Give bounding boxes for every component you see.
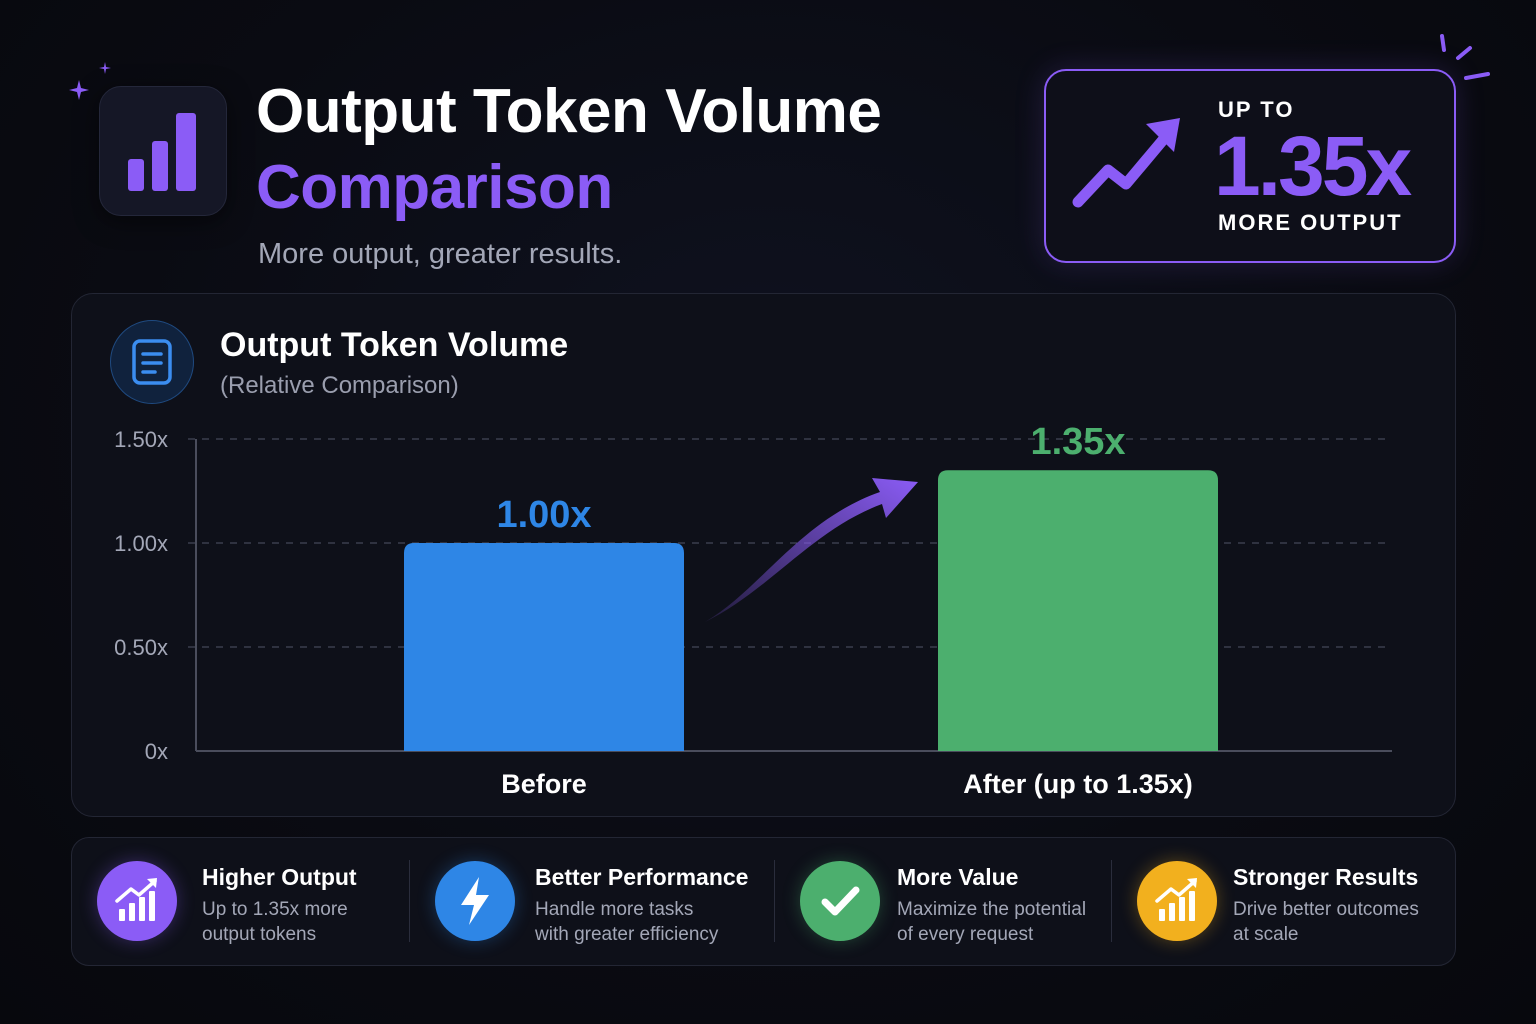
feature-desc-line: Up to 1.35x more: [202, 899, 348, 920]
feature-icon-badge: [1137, 861, 1217, 941]
growth-chart-icon: [1155, 878, 1197, 921]
callout-value: 1.35x: [1214, 119, 1412, 213]
bar: [404, 543, 684, 751]
callout-kicker: UP TO: [1218, 97, 1295, 122]
feature-desc-line: Maximize the potential: [897, 899, 1087, 920]
bar: [938, 470, 1218, 751]
feature-title: Better Performance: [535, 864, 749, 890]
chart-card: [71, 293, 1456, 817]
bar-value-label: 1.35x: [1030, 421, 1125, 463]
feature-divider: [409, 860, 410, 942]
header-bar-chart-icon: [99, 86, 227, 216]
feature-description: Handle more tasks with greater efficiency: [535, 897, 718, 947]
bar-chart-icon: [128, 113, 196, 191]
page-title: Output Token Volume: [256, 77, 882, 146]
feature-desc-line: Handle more tasks: [535, 899, 694, 920]
growth-chart-icon: [115, 878, 157, 921]
feature-description: Drive better outcomes at scale: [1233, 897, 1419, 947]
x-category-label: After (up to 1.35x): [963, 769, 1193, 799]
checkmark-icon: [821, 886, 860, 916]
feature-title: More Value: [897, 864, 1019, 890]
feature-description: Maximize the potential of every request: [897, 897, 1086, 947]
y-tick-label: 0.50x: [114, 635, 168, 660]
page-subtitle: More output, greater results.: [258, 238, 623, 270]
multiplier-callout: [1044, 69, 1456, 263]
x-category-label: Before: [501, 769, 587, 799]
page-title-accent: Comparison: [256, 153, 613, 222]
feature-desc-line: of every request: [897, 924, 1034, 945]
chart-title: Output Token Volume: [220, 326, 569, 364]
feature-desc-line: output tokens: [202, 924, 317, 945]
feature-icon-badge: [800, 861, 880, 941]
lightning-icon: [461, 877, 489, 925]
burst-lines-icon: [1440, 34, 1490, 80]
feature-desc-line: with greater efficiency: [535, 924, 719, 945]
feature-divider: [1111, 860, 1112, 942]
y-tick-label: 0x: [145, 739, 168, 764]
feature-icon-badge: [435, 861, 515, 941]
growth-arrow-icon: [705, 478, 918, 622]
sparkle-icon: [69, 62, 111, 100]
feature-desc-line: Drive better outcomes: [1233, 899, 1419, 920]
callout-caption: MORE OUTPUT: [1218, 210, 1403, 235]
feature-icon-badge: [97, 861, 177, 941]
feature-divider: [774, 860, 775, 942]
y-tick-label: 1.50x: [114, 427, 168, 452]
chart-document-icon: [110, 320, 194, 404]
bar-value-label: 1.00x: [496, 494, 591, 536]
feature-description: Up to 1.35x more output tokens: [202, 897, 348, 947]
document-icon: [132, 339, 172, 385]
chart-subtitle: (Relative Comparison): [220, 372, 459, 399]
feature-desc-line: at scale: [1233, 924, 1299, 945]
feature-title: Stronger Results: [1233, 864, 1419, 890]
feature-title: Higher Output: [202, 864, 357, 890]
features-strip: [71, 837, 1456, 966]
trend-up-arrow-icon: [1072, 118, 1180, 208]
y-tick-label: 1.00x: [114, 531, 168, 556]
